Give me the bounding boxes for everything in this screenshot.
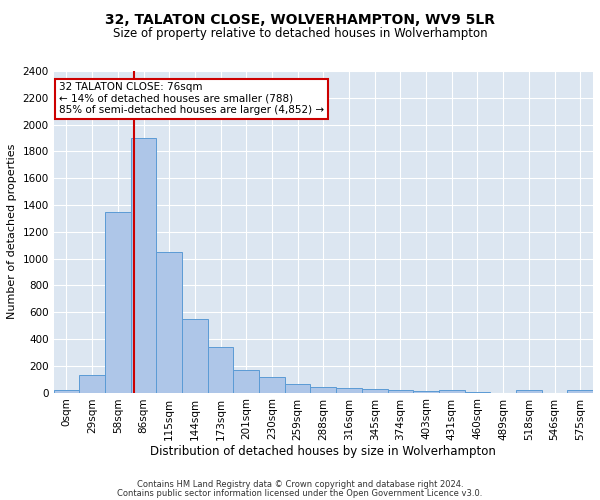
Text: Size of property relative to detached houses in Wolverhampton: Size of property relative to detached ho…: [113, 28, 487, 40]
Y-axis label: Number of detached properties: Number of detached properties: [7, 144, 17, 320]
Bar: [182, 319, 208, 392]
Bar: [568, 390, 593, 392]
Text: Contains HM Land Registry data © Crown copyright and database right 2024.: Contains HM Land Registry data © Crown c…: [137, 480, 463, 489]
Bar: [413, 390, 439, 392]
Bar: [79, 375, 105, 392]
Bar: [439, 390, 464, 392]
X-axis label: Distribution of detached houses by size in Wolverhampton: Distribution of detached houses by size …: [151, 445, 496, 458]
Bar: [362, 389, 388, 392]
Bar: [53, 390, 79, 392]
Bar: [310, 387, 336, 392]
Bar: [336, 388, 362, 392]
Bar: [259, 377, 285, 392]
Bar: [208, 347, 233, 393]
Text: 32 TALATON CLOSE: 76sqm
← 14% of detached houses are smaller (788)
85% of semi-d: 32 TALATON CLOSE: 76sqm ← 14% of detache…: [59, 82, 324, 116]
Bar: [388, 390, 413, 392]
Bar: [516, 390, 542, 392]
Bar: [131, 138, 157, 392]
Text: Contains public sector information licensed under the Open Government Licence v3: Contains public sector information licen…: [118, 489, 482, 498]
Bar: [233, 370, 259, 392]
Bar: [157, 252, 182, 392]
Bar: [105, 212, 131, 392]
Text: 32, TALATON CLOSE, WOLVERHAMPTON, WV9 5LR: 32, TALATON CLOSE, WOLVERHAMPTON, WV9 5L…: [105, 12, 495, 26]
Bar: [285, 384, 310, 392]
